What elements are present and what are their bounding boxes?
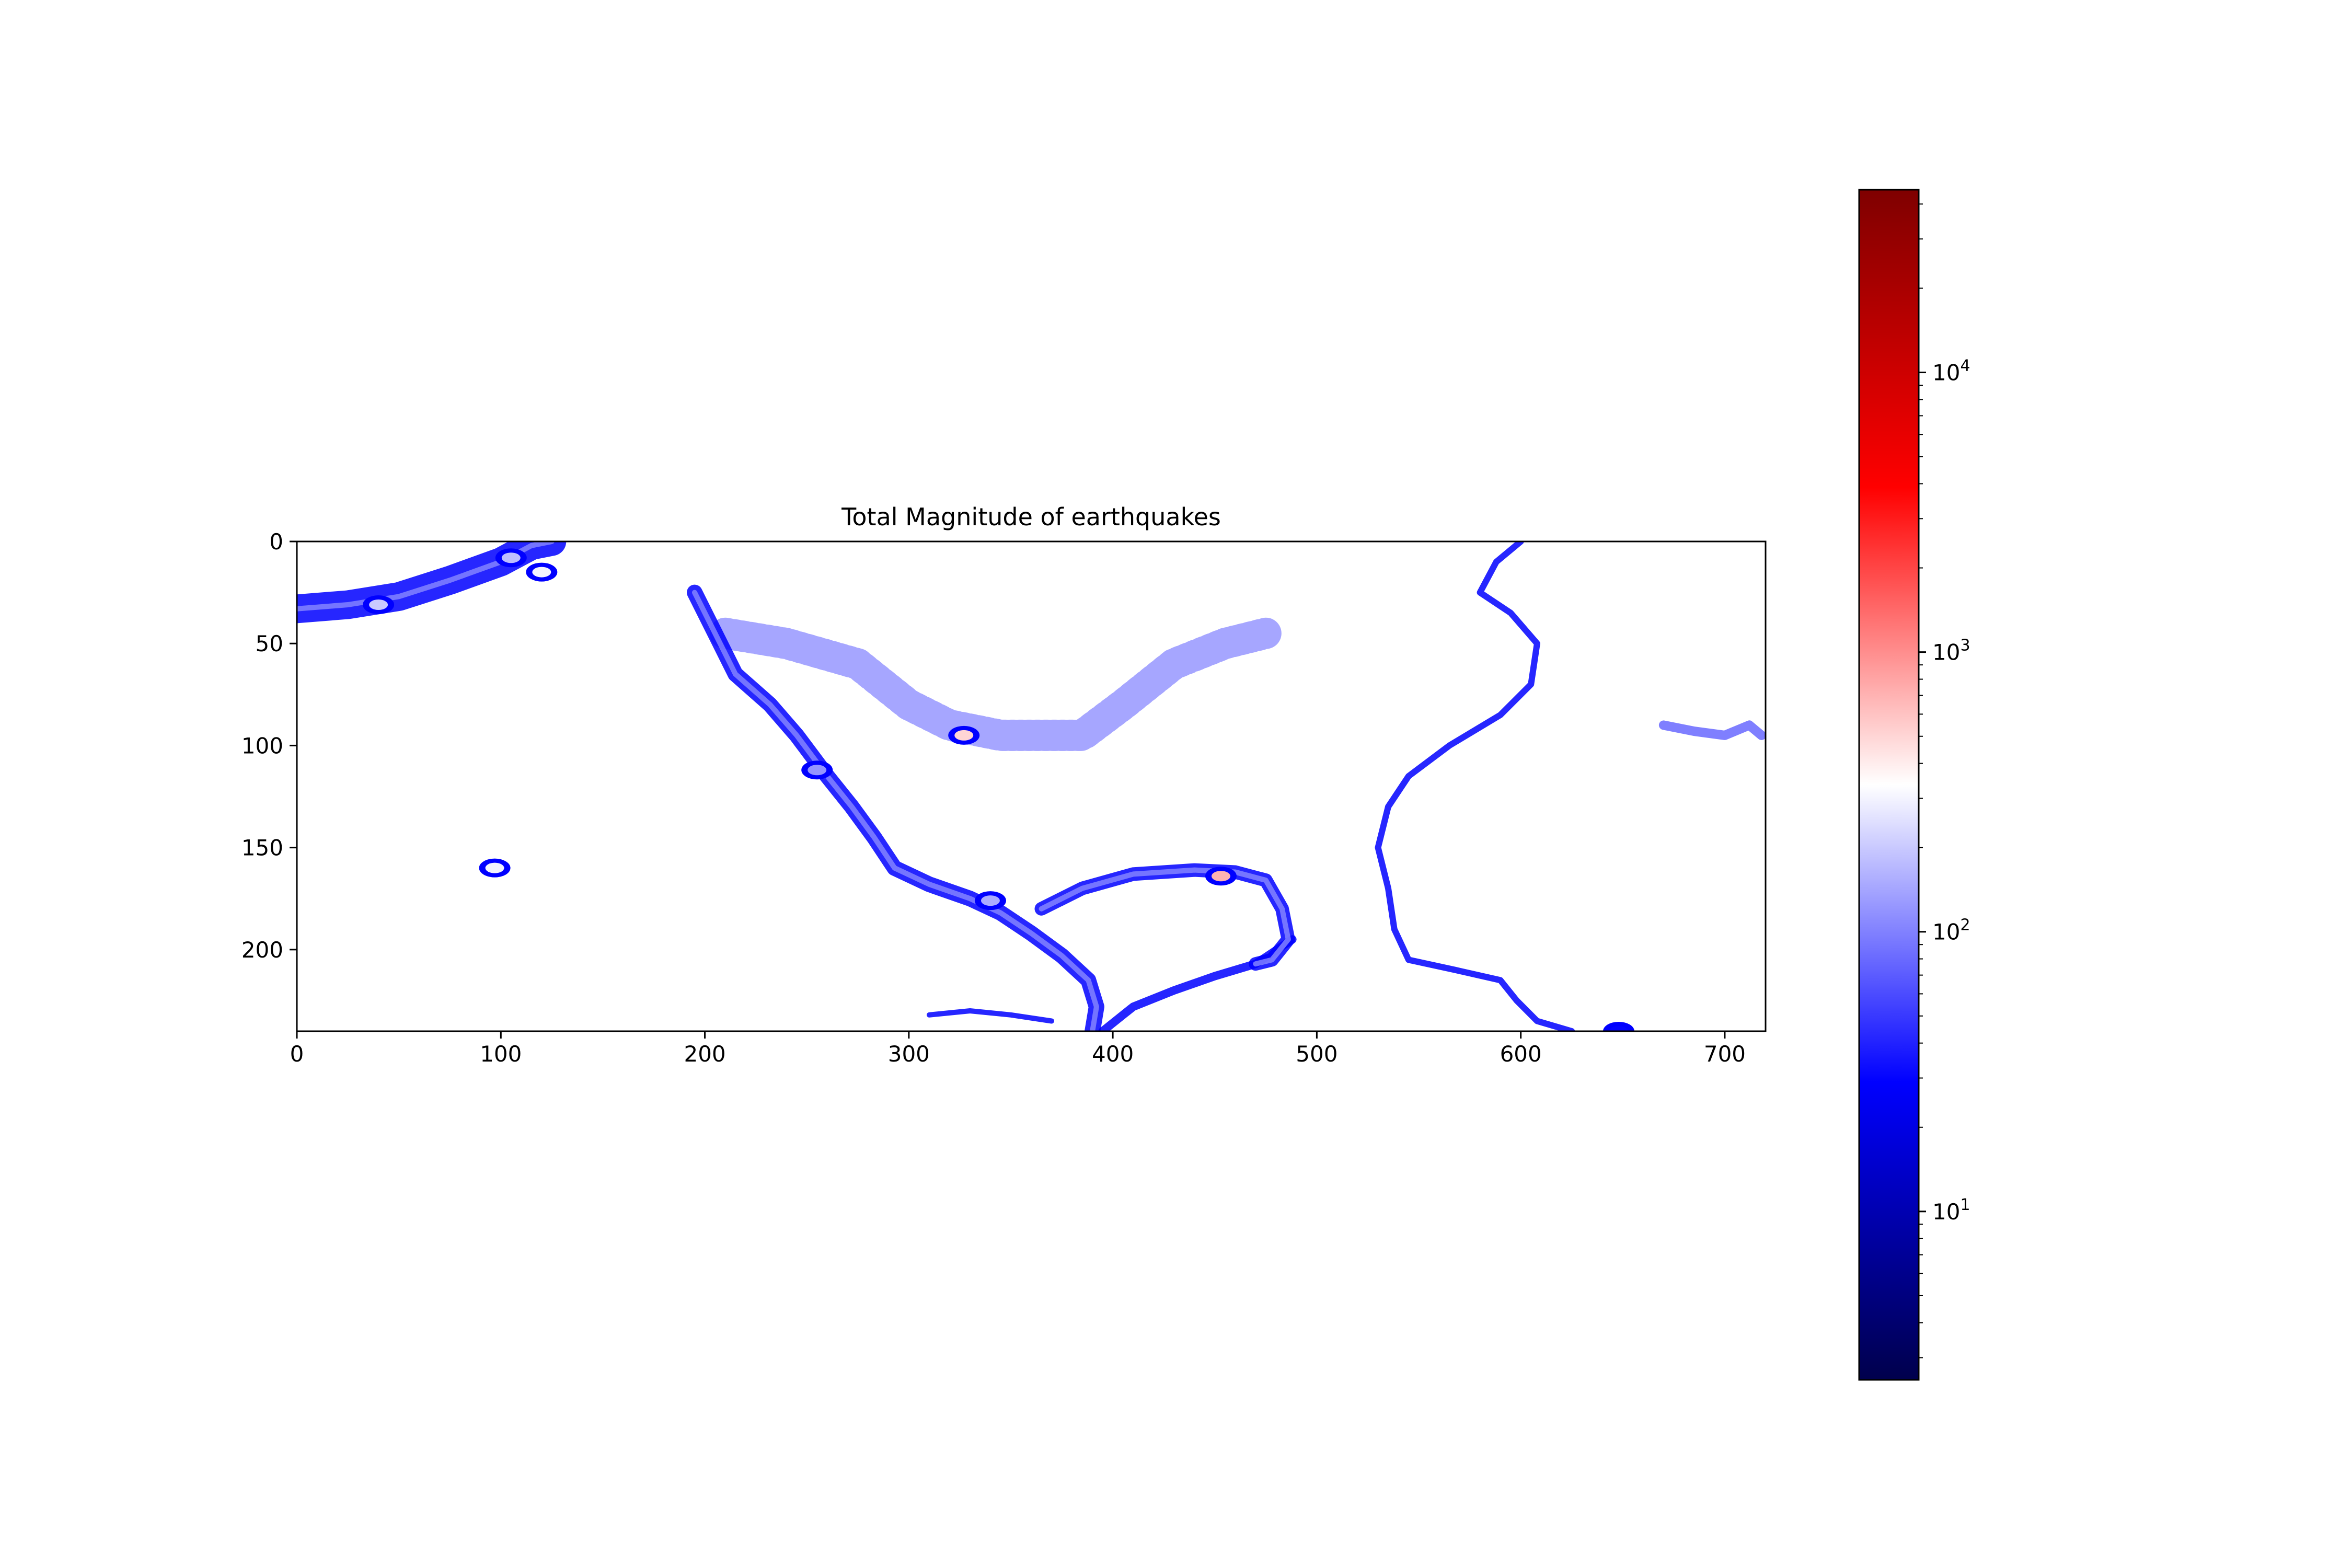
y-axis: 0 50 100 150 200: [241, 529, 297, 963]
structure-core-northwest-band: [297, 541, 555, 612]
y-tick-label: 0: [269, 529, 283, 555]
structure-eastern-scatter: [1658, 720, 1766, 740]
hotspot: [981, 895, 1000, 906]
x-tick-label: 600: [1500, 1041, 1542, 1067]
y-tick-label: 50: [256, 631, 283, 656]
colorbar-tick-label: 103: [1932, 637, 1970, 665]
hotspot: [532, 567, 551, 578]
hotspot: [1609, 1026, 1628, 1031]
colorbar-ticks: 101 102 103 104: [1919, 203, 1970, 1358]
hotspot: [485, 862, 504, 873]
colorbar-tick-label: 102: [1932, 916, 1970, 945]
structure-central-ridge: [1375, 541, 1575, 1031]
y-tick-label: 100: [241, 733, 283, 758]
x-tick-label: 500: [1296, 1041, 1338, 1067]
hotspot: [954, 730, 974, 741]
colorbar-tick-label: 104: [1932, 357, 1970, 386]
x-tick-label: 100: [480, 1041, 522, 1067]
plot-background: [297, 541, 1766, 1031]
x-tick-label: 200: [684, 1041, 725, 1067]
structure-north-cluster: [709, 617, 1282, 751]
heatmap-layer: [297, 541, 1766, 1031]
structure-core-southern-arc: [1039, 867, 1291, 967]
colorbar-gradient: [1859, 190, 1919, 1380]
plot-frame: [296, 540, 1767, 1032]
x-tick-label: 300: [888, 1041, 930, 1067]
structure-southern-strip: [926, 1008, 1054, 1024]
x-tick-label: 0: [290, 1041, 304, 1067]
hotspot: [808, 765, 827, 776]
y-tick-label: 200: [241, 937, 283, 963]
colorbar-frame: [1858, 189, 1920, 1381]
hotspot: [369, 599, 388, 610]
x-axis: 0 100 200 300 400 500 600 700: [290, 1031, 1746, 1067]
x-tick-label: 700: [1704, 1041, 1746, 1067]
plot-area: 0 100 200 300 400 500 600 700 0 50 100 150 200: [241, 529, 1767, 1067]
hotspot: [1211, 871, 1230, 882]
colorbar-tick-label: 101: [1932, 1196, 1970, 1225]
y-tick-label: 150: [241, 835, 283, 861]
x-tick-label: 400: [1092, 1041, 1134, 1067]
structure-core-western-belt: [692, 590, 1099, 1031]
chart-title: Total Magnitude of earthquakes: [841, 503, 1221, 531]
colorbar: 101 102 103 104: [1858, 189, 1970, 1381]
hotspot: [501, 552, 521, 563]
